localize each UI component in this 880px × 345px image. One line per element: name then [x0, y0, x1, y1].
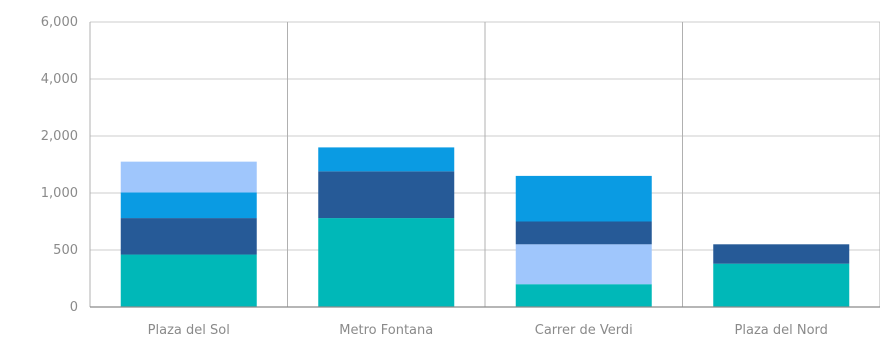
y-tick-label: 1,000 [41, 186, 78, 201]
y-tick-label: 500 [53, 243, 78, 258]
y-tick-label: 2,000 [41, 129, 78, 144]
bar-segment-3-1 [515, 284, 652, 307]
y-tick-label: 4,000 [41, 72, 78, 87]
x-tick-label: Carrer de Verdi [535, 323, 633, 338]
bar-segment-3-2 [515, 244, 652, 285]
bars [120, 147, 850, 307]
axis-labels: 0 500 1,000 2,000 4,000 6,000 Plaza del Sol Met… [41, 15, 828, 338]
bar-segment-3-3 [515, 221, 652, 245]
y-tick-label: 0 [70, 300, 78, 315]
x-tick-label: Plaza del Nord [735, 323, 828, 338]
bar-segment-2-2 [318, 171, 455, 219]
bar-segment-1-1 [120, 254, 257, 307]
bar-segment-2-3 [318, 147, 455, 172]
bar-segment-2-1 [318, 218, 455, 307]
bar-segment-1-2 [120, 218, 257, 255]
x-tick-label: Plaza del Sol [148, 323, 230, 338]
x-tick-label: Metro Fontana [339, 323, 433, 338]
bar-segment-1-4 [120, 161, 257, 193]
bar-segment-4-1 [713, 263, 850, 307]
bar-segment-1-3 [120, 192, 257, 219]
bar-segment-4-2 [713, 244, 850, 264]
y-tick-label: 6,000 [41, 15, 78, 30]
bar-segment-3-4 [515, 175, 652, 222]
